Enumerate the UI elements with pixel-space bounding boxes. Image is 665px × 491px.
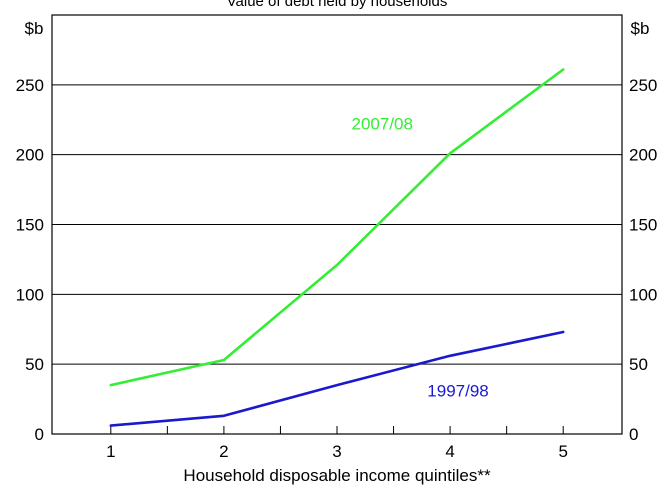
y-tick-label-right: 150 (629, 216, 657, 235)
chart-title: Value of debt held by households (227, 0, 448, 10)
x-tick-label: 1 (106, 442, 115, 461)
y-tick-label-left: 0 (35, 425, 44, 444)
y-tick-label-right: 200 (629, 146, 657, 165)
series-label-1: 1997/98 (427, 381, 488, 400)
x-tick-label: 2 (219, 442, 228, 461)
y-tick-label-right: 100 (629, 285, 657, 304)
y-tick-label-right: 0 (629, 425, 638, 444)
tick-labels: 0 0 50 50 100 100 150 150 200 200 250 250 1 2 3 4 5 (16, 76, 658, 461)
series-line-0 (109, 68, 565, 387)
gridlines (52, 84, 622, 365)
y-tick-label-left: 250 (16, 76, 44, 95)
x-tick-label: 5 (558, 442, 567, 461)
y-tick-label-left: 100 (16, 285, 44, 304)
y-tick-label-left: 200 (16, 146, 44, 165)
series-labels: 2007/08 1997/98 (352, 115, 489, 401)
series-lines (109, 68, 565, 427)
y-tick-label-left: 150 (16, 216, 44, 235)
x-tick-label: 3 (332, 442, 341, 461)
axes (51, 14, 623, 435)
x-tick-label: 4 (445, 442, 454, 461)
y-axis-unit-left: $b (25, 19, 44, 38)
x-axis-label: Household disposable income quintiles** (183, 466, 491, 485)
y-tick-label-right: 250 (629, 76, 657, 95)
series-label-0: 2007/08 (352, 115, 413, 134)
y-axis-unit-right: $b (631, 19, 650, 38)
y-tick-label-right: 50 (629, 355, 648, 374)
y-tick-label-left: 50 (25, 355, 44, 374)
series-line-1 (109, 330, 565, 427)
